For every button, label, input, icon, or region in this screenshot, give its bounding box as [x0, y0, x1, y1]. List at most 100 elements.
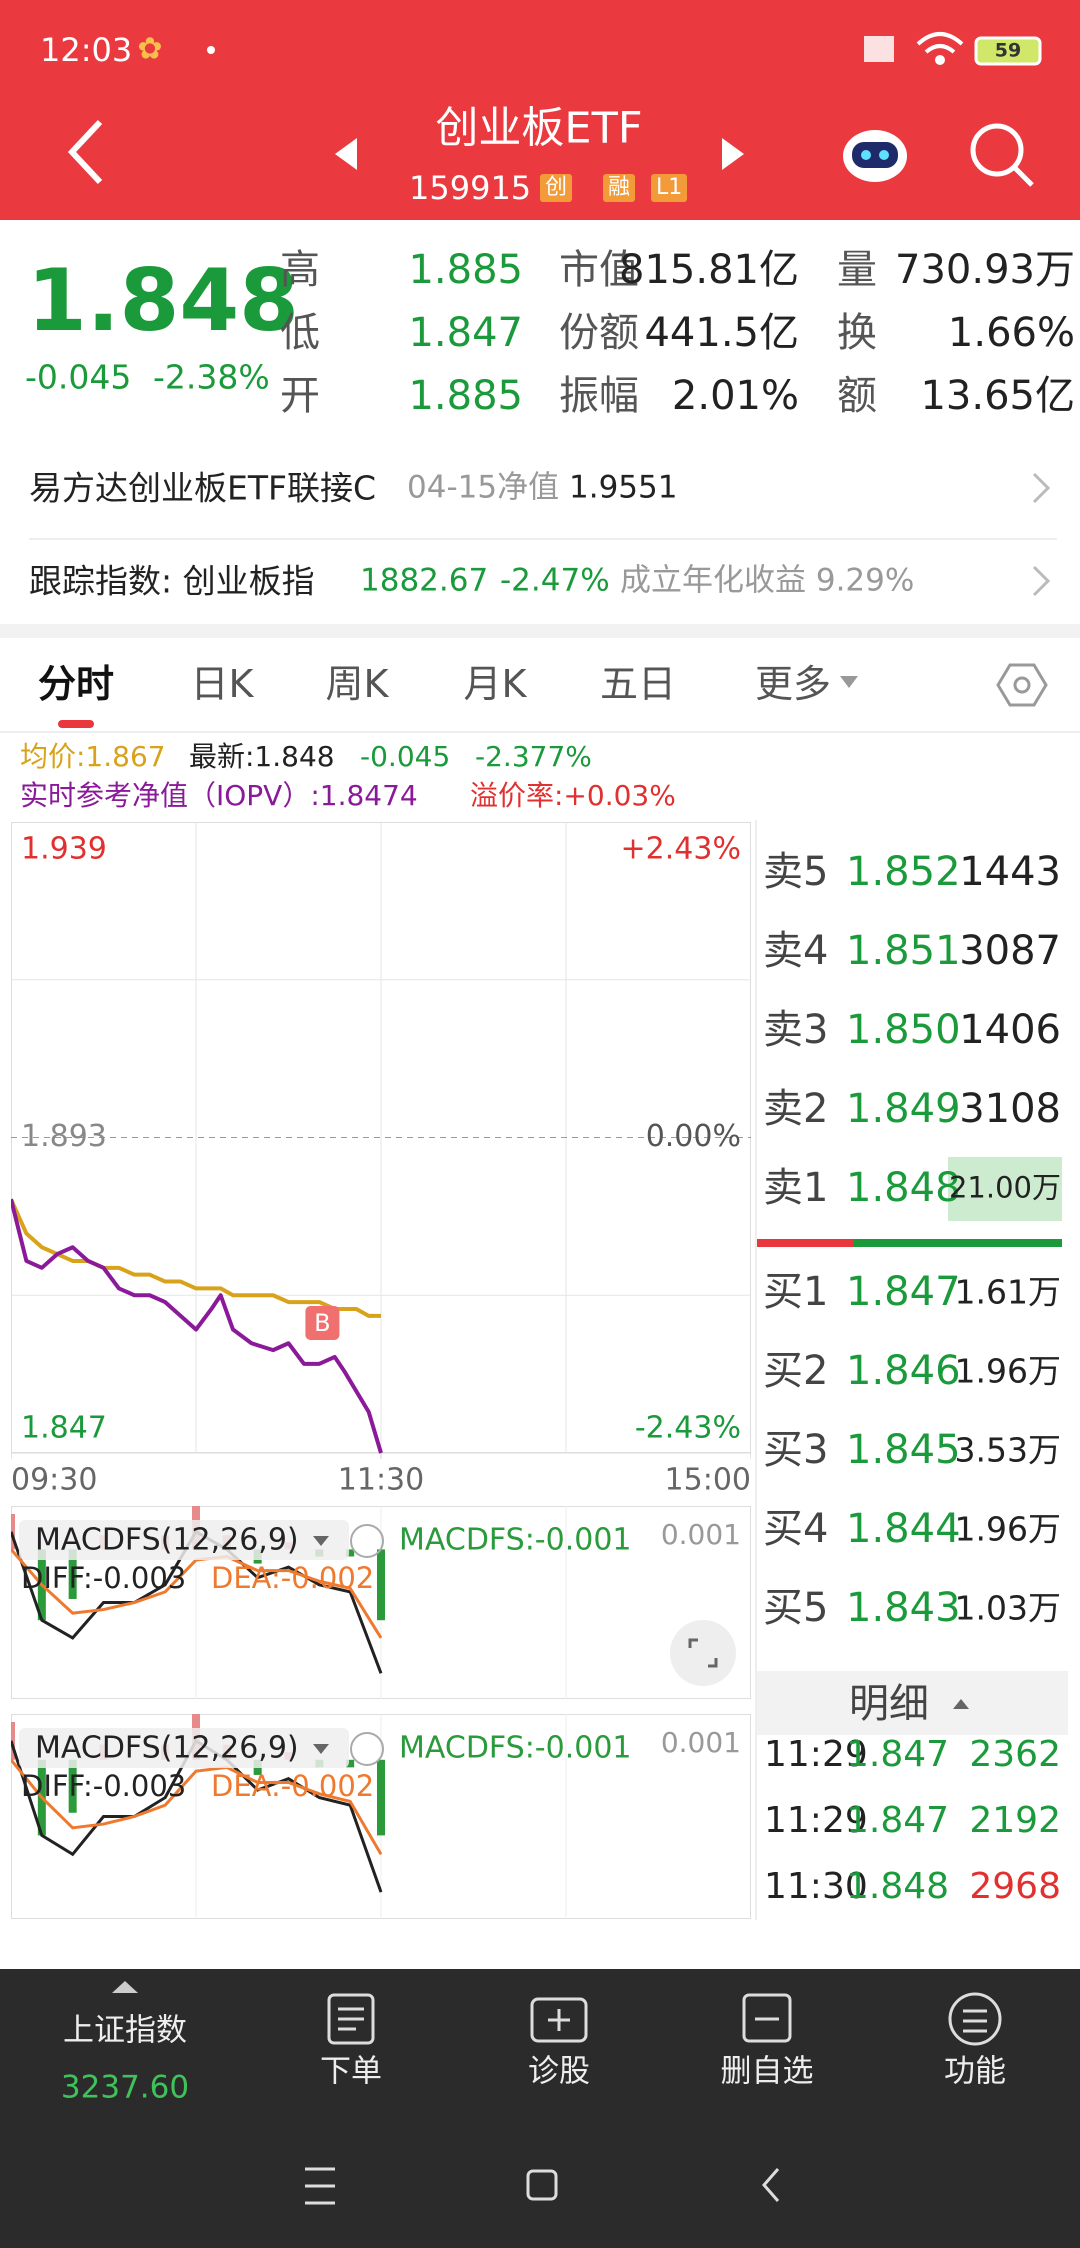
- chart-tab[interactable]: 月K: [463, 662, 527, 706]
- prev-button[interactable]: [335, 138, 357, 170]
- remove-icon[interactable]: [742, 1993, 792, 2043]
- trade-price: 1.847: [846, 1800, 950, 1841]
- header-tag: L1: [651, 174, 688, 202]
- status-time: 12:03: [40, 31, 133, 69]
- next-button[interactable]: [722, 138, 744, 170]
- chart-tab[interactable]: 日K: [190, 662, 254, 706]
- trade-marker-label: B: [314, 1309, 330, 1337]
- iopv: 实时参考净值（IOPV）:1.8474: [20, 779, 418, 812]
- divider: [755, 820, 757, 1920]
- signal-icon: [864, 36, 894, 62]
- stat-label: 份额: [559, 310, 639, 356]
- back-key[interactable]: [762, 2168, 780, 2202]
- stat-value: 730.93万: [895, 247, 1075, 293]
- fund-name[interactable]: 易方达创业板ETF联接C: [29, 468, 377, 508]
- stat-label: 换: [837, 310, 877, 356]
- chart-tab[interactable]: 分时: [37, 662, 115, 706]
- battery-icon: [974, 36, 1042, 66]
- sort-arrow: [953, 1699, 969, 1709]
- y-tick-label: 1.847: [21, 1411, 107, 1446]
- x-tick-label: 15:00: [665, 1463, 751, 1498]
- menu-key[interactable]: [305, 2167, 335, 2205]
- trade-volume: 2192: [969, 1800, 1061, 1841]
- stat-label: 市值: [559, 247, 639, 293]
- wifi-icon: [916, 32, 964, 65]
- bid-price: 1.846: [846, 1348, 961, 1394]
- battery-level: 59: [994, 39, 1022, 62]
- trade-price: 1.848: [846, 1866, 950, 1907]
- detail-header: [757, 1671, 1068, 1735]
- function-icon[interactable]: [948, 1992, 1002, 2046]
- ask-label: 卖2: [763, 1086, 829, 1132]
- intraday-chart: 1.939 1.893 1.847 +2.43% 0.00% -2.43% 09:30 11:…: [11, 822, 751, 1498]
- nav-label[interactable]: 下单: [320, 2053, 382, 2090]
- macd-bar: [11, 1514, 15, 1550]
- chart-tab[interactable]: 五日: [599, 662, 677, 706]
- nav-label[interactable]: 诊股: [528, 2053, 590, 2090]
- back-button[interactable]: [67, 119, 103, 185]
- x-tick-label: 09:30: [11, 1463, 97, 1498]
- last-price: 1.848: [27, 251, 300, 351]
- y2-tick-label: -2.43%: [635, 1411, 741, 1446]
- index-value: 1882.67: [360, 562, 489, 599]
- bid-volume: 3.53万: [954, 1430, 1061, 1470]
- trade-time: 11:29: [764, 1734, 868, 1775]
- nav-label[interactable]: 删自选: [720, 2053, 814, 2090]
- bottom-nav: [0, 1969, 1080, 2248]
- trade-time: 11:29: [764, 1800, 868, 1841]
- info-change-pct: -2.377%: [475, 740, 592, 773]
- nav-label[interactable]: 功能: [944, 2053, 1006, 2090]
- latest-price: 最新:1.848: [189, 740, 335, 773]
- index-change: -2.47%: [500, 562, 610, 599]
- legend-entry: DIFF:-0.003: [21, 1769, 186, 1803]
- selector-arrow: [313, 1536, 329, 1546]
- robot-button[interactable]: [843, 130, 907, 182]
- section-gap: [0, 624, 1080, 638]
- header-title: 创业板ETF: [435, 103, 643, 154]
- macd-bar: [11, 1722, 15, 1760]
- tab-indicator: [58, 720, 94, 728]
- indicator-selector: [19, 1728, 349, 1768]
- macd-bar: [346, 1549, 355, 1557]
- divider: [29, 538, 1057, 540]
- stat-value: 1.66%: [947, 310, 1075, 356]
- ratio-bar-sell: [757, 1239, 853, 1247]
- chart-tab[interactable]: 更多: [754, 662, 832, 706]
- y-tick-label: 0.001: [661, 1518, 741, 1551]
- stat-value: 1.885: [408, 247, 523, 293]
- index-name[interactable]: 跟踪指数: 创业板指: [29, 561, 315, 601]
- bid-label: 买4: [763, 1506, 829, 1552]
- home-key[interactable]: [526, 2169, 558, 2201]
- expand-button: [670, 1620, 736, 1686]
- order-icon[interactable]: [327, 1993, 375, 2045]
- bid-label: 买5: [763, 1585, 829, 1631]
- ask-price: 1.848: [846, 1165, 961, 1211]
- status-icon: ✿: [137, 32, 162, 67]
- trade-price: 1.847: [846, 1734, 950, 1775]
- ask-volume: 1406: [959, 1007, 1061, 1053]
- search-button[interactable]: [970, 123, 1034, 187]
- ask-volume: 21.00万: [948, 1170, 1061, 1205]
- detail-title[interactable]: 明细: [849, 1681, 929, 1727]
- selector-arrow: [313, 1744, 329, 1754]
- chart-settings[interactable]: [990, 660, 1054, 710]
- index-value: 3237.60: [60, 2069, 190, 2106]
- header-icons: ✿: [67, 32, 1042, 187]
- macd-bar: [377, 1549, 385, 1621]
- macd-bar: [346, 1759, 355, 1768]
- legend-entry: MACDFS:-0.001: [399, 1731, 632, 1766]
- ask-volume: 3108: [959, 1086, 1061, 1132]
- index-name[interactable]: 上证指数: [63, 2012, 187, 2049]
- chart-tab[interactable]: 周K: [325, 662, 389, 706]
- bid-volume: 1.96万: [954, 1509, 1061, 1549]
- legend-entry: DIFF:-0.003: [21, 1561, 186, 1595]
- diagnose-icon[interactable]: [530, 1997, 588, 2043]
- y-tick-label: 1.939: [21, 832, 107, 867]
- y2-tick-label: +2.43%: [621, 832, 741, 867]
- ask-label: 卖3: [763, 1007, 829, 1053]
- stat-label: 振幅: [559, 373, 639, 419]
- divider: [0, 731, 1080, 733]
- ask-volume: 1443: [959, 849, 1061, 895]
- macd-panel: MACDFS(12,26,9)DIFF:-0.003 DEA:-0.002 MACD…: [11, 1714, 751, 1919]
- more-arrow: [840, 676, 858, 688]
